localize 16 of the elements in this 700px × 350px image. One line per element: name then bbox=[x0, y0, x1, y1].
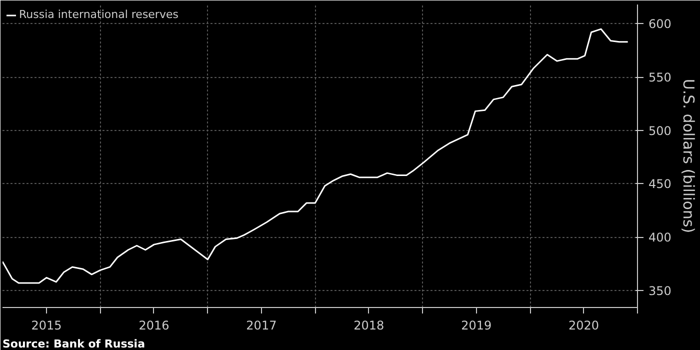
y-tick-label: 450 bbox=[648, 177, 672, 192]
y-axis-title: U.S. dollars (billions) bbox=[679, 78, 698, 234]
x-tick-label: 2019 bbox=[461, 318, 492, 332]
legend-label: Russia international reserves bbox=[19, 8, 178, 21]
x-tick-label: 2015 bbox=[31, 318, 62, 332]
x-tick-label: 2017 bbox=[246, 318, 277, 332]
x-tick-label: 2016 bbox=[138, 318, 170, 332]
line-series bbox=[2, 28, 629, 284]
y-tick-label: 500 bbox=[648, 124, 672, 138]
y-tick-label: 550 bbox=[648, 70, 672, 85]
y-tick-label: 400 bbox=[648, 230, 672, 245]
y-tick-label: 600 bbox=[648, 17, 672, 32]
y-tick-label: 350 bbox=[648, 284, 672, 298]
x-tick-label: 2020 bbox=[568, 318, 600, 332]
x-tick-label: 2018 bbox=[354, 318, 384, 332]
source-note: Source: Bank of Russia bbox=[2, 338, 145, 350]
